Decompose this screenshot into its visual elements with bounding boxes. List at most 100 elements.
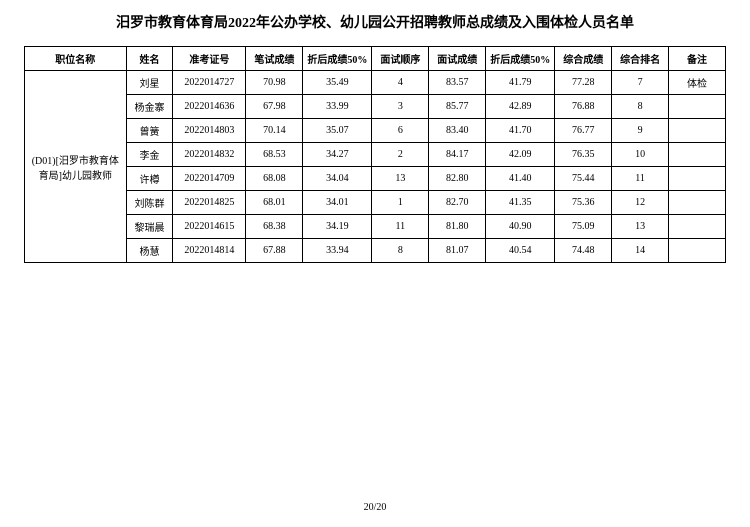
cell-interview: 81.07 — [429, 239, 486, 263]
cell-remark — [669, 95, 726, 119]
cell-name: 刘陈群 — [126, 191, 173, 215]
cell-examId: 2022014727 — [173, 71, 246, 95]
cell-written50: 35.49 — [303, 71, 372, 95]
cell-total: 76.77 — [555, 119, 612, 143]
cell-written: 70.14 — [246, 119, 303, 143]
cell-name: 黎瑞晨 — [126, 215, 173, 239]
cell-interview50: 42.89 — [486, 95, 555, 119]
cell-rank: 8 — [612, 95, 669, 119]
cell-remark — [669, 143, 726, 167]
cell-total: 77.28 — [555, 71, 612, 95]
cell-order: 3 — [372, 95, 429, 119]
cell-order: 11 — [372, 215, 429, 239]
page-number: 20/20 — [0, 502, 750, 513]
cell-remark: 体检 — [669, 71, 726, 95]
cell-written: 68.38 — [246, 215, 303, 239]
cell-position: (D01)[汨罗市教育体育局]幼儿园教师 — [25, 71, 127, 263]
cell-written50: 34.19 — [303, 215, 372, 239]
header-position: 职位名称 — [25, 47, 127, 71]
cell-interview50: 41.40 — [486, 167, 555, 191]
header-exam-id: 准考证号 — [173, 47, 246, 71]
cell-examId: 2022014636 — [173, 95, 246, 119]
header-order: 面试顺序 — [372, 47, 429, 71]
header-written: 笔试成绩 — [246, 47, 303, 71]
cell-interview: 81.80 — [429, 215, 486, 239]
cell-name: 杨慧 — [126, 239, 173, 263]
cell-rank: 7 — [612, 71, 669, 95]
cell-interview50: 41.79 — [486, 71, 555, 95]
cell-name: 许樽 — [126, 167, 173, 191]
cell-interview50: 40.54 — [486, 239, 555, 263]
cell-interview: 82.70 — [429, 191, 486, 215]
cell-total: 75.09 — [555, 215, 612, 239]
cell-written50: 34.01 — [303, 191, 372, 215]
table-row: (D01)[汨罗市教育体育局]幼儿园教师刘星202201472770.9835.… — [25, 71, 726, 95]
header-interview50: 折后成绩50% — [486, 47, 555, 71]
cell-total: 75.36 — [555, 191, 612, 215]
table-row: 许樽202201470968.0834.041382.8041.4075.441… — [25, 167, 726, 191]
cell-name: 曾簧 — [126, 119, 173, 143]
cell-order: 6 — [372, 119, 429, 143]
cell-total: 74.48 — [555, 239, 612, 263]
cell-rank: 12 — [612, 191, 669, 215]
page-title: 汨罗市教育体育局2022年公办学校、幼儿园公开招聘教师总成绩及入围体检人员名单 — [0, 0, 750, 46]
header-interview: 面试成绩 — [429, 47, 486, 71]
cell-written50: 35.07 — [303, 119, 372, 143]
cell-written: 67.88 — [246, 239, 303, 263]
cell-examId: 2022014709 — [173, 167, 246, 191]
cell-total: 75.44 — [555, 167, 612, 191]
table-row: 杨慧202201481467.8833.94881.0740.5474.4814 — [25, 239, 726, 263]
cell-order: 13 — [372, 167, 429, 191]
header-total: 综合成绩 — [555, 47, 612, 71]
header-rank: 综合排名 — [612, 47, 669, 71]
cell-interview: 83.40 — [429, 119, 486, 143]
header-written50: 折后成绩50% — [303, 47, 372, 71]
cell-order: 1 — [372, 191, 429, 215]
header-name: 姓名 — [126, 47, 173, 71]
cell-written50: 33.94 — [303, 239, 372, 263]
cell-order: 4 — [372, 71, 429, 95]
cell-interview50: 42.09 — [486, 143, 555, 167]
table-row: 杨金寨202201463667.9833.99385.7742.8976.888 — [25, 95, 726, 119]
cell-written50: 34.04 — [303, 167, 372, 191]
table-row: 曾簧202201480370.1435.07683.4041.7076.779 — [25, 119, 726, 143]
cell-rank: 10 — [612, 143, 669, 167]
cell-remark — [669, 191, 726, 215]
cell-interview50: 41.35 — [486, 191, 555, 215]
cell-name: 李金 — [126, 143, 173, 167]
cell-examId: 2022014615 — [173, 215, 246, 239]
cell-order: 8 — [372, 239, 429, 263]
cell-written: 68.53 — [246, 143, 303, 167]
cell-remark — [669, 215, 726, 239]
cell-rank: 13 — [612, 215, 669, 239]
cell-interview50: 40.90 — [486, 215, 555, 239]
cell-interview: 84.17 — [429, 143, 486, 167]
cell-interview: 83.57 — [429, 71, 486, 95]
cell-examId: 2022014825 — [173, 191, 246, 215]
table-row: 刘陈群202201482568.0134.01182.7041.3575.361… — [25, 191, 726, 215]
cell-examId: 2022014832 — [173, 143, 246, 167]
header-remark: 备注 — [669, 47, 726, 71]
cell-remark — [669, 239, 726, 263]
table-row: 黎瑞晨202201461568.3834.191181.8040.9075.09… — [25, 215, 726, 239]
cell-rank: 14 — [612, 239, 669, 263]
cell-remark — [669, 119, 726, 143]
cell-name: 杨金寨 — [126, 95, 173, 119]
cell-interview: 85.77 — [429, 95, 486, 119]
cell-written: 68.08 — [246, 167, 303, 191]
table-row: 李金202201483268.5334.27284.1742.0976.3510 — [25, 143, 726, 167]
cell-interview: 82.80 — [429, 167, 486, 191]
table-header-row: 职位名称 姓名 准考证号 笔试成绩 折后成绩50% 面试顺序 面试成绩 折后成绩… — [25, 47, 726, 71]
cell-written: 70.98 — [246, 71, 303, 95]
results-table: 职位名称 姓名 准考证号 笔试成绩 折后成绩50% 面试顺序 面试成绩 折后成绩… — [24, 46, 726, 263]
cell-written: 67.98 — [246, 95, 303, 119]
cell-rank: 11 — [612, 167, 669, 191]
cell-rank: 9 — [612, 119, 669, 143]
cell-interview50: 41.70 — [486, 119, 555, 143]
cell-written: 68.01 — [246, 191, 303, 215]
cell-order: 2 — [372, 143, 429, 167]
cell-written50: 33.99 — [303, 95, 372, 119]
cell-examId: 2022014814 — [173, 239, 246, 263]
cell-examId: 2022014803 — [173, 119, 246, 143]
cell-total: 76.88 — [555, 95, 612, 119]
